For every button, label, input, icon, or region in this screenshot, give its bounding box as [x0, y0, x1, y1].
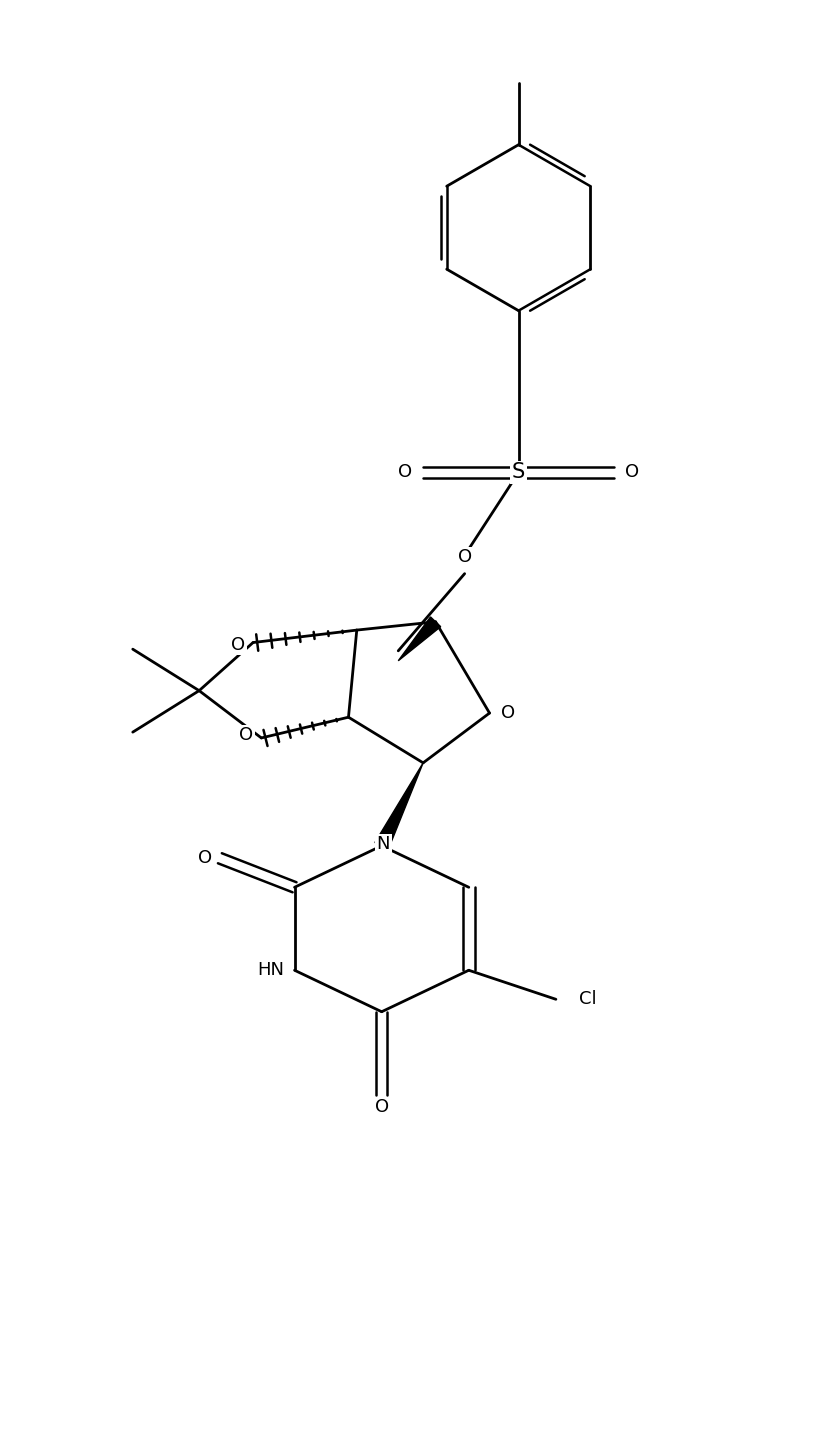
Text: O: O — [501, 704, 515, 723]
Text: O: O — [398, 463, 412, 482]
Polygon shape — [398, 617, 441, 660]
Text: O: O — [375, 1098, 389, 1116]
Text: O: O — [625, 463, 639, 482]
Text: N: N — [376, 836, 390, 853]
Text: Cl: Cl — [579, 990, 597, 1008]
Text: O: O — [198, 849, 212, 868]
Text: O: O — [240, 727, 253, 744]
Text: S: S — [512, 463, 525, 482]
Text: O: O — [231, 636, 246, 654]
Text: O: O — [458, 548, 472, 566]
Text: HN: HN — [257, 961, 285, 979]
Polygon shape — [375, 763, 423, 849]
